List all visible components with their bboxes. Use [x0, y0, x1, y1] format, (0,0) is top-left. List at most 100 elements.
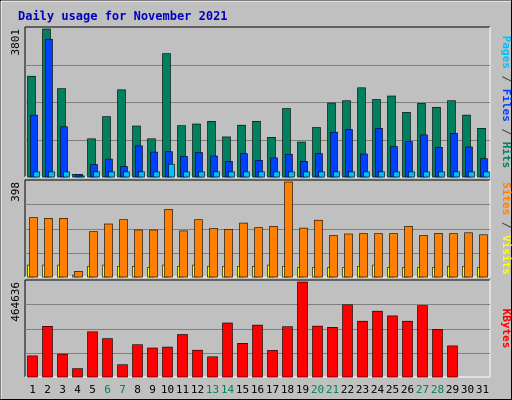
bar-pages — [303, 171, 310, 178]
x-tick-label: 14 — [221, 383, 235, 396]
bar-sites — [419, 235, 428, 278]
x-tick-label: 15 — [236, 383, 249, 396]
bar-sites — [389, 233, 398, 278]
bar-sites — [224, 229, 233, 278]
x-tick-label: 4 — [74, 383, 81, 396]
x-tick-label: 12 — [191, 383, 204, 396]
bar-pages — [273, 171, 280, 178]
bar-pages — [108, 171, 115, 178]
bar-hits — [117, 89, 126, 178]
bar-kbytes — [132, 344, 143, 378]
series-axis-label-part: / — [500, 69, 512, 89]
bar-pages — [258, 171, 265, 178]
bar-pages — [318, 171, 325, 178]
bar-pages — [93, 171, 100, 178]
x-tick-label: 6 — [104, 383, 111, 396]
bar-sites — [434, 233, 443, 278]
bar-kbytes — [447, 345, 458, 378]
bar-kbytes — [42, 325, 53, 378]
x-tick-label: 27 — [416, 383, 429, 396]
bar-sites — [134, 229, 143, 278]
bar-kbytes — [57, 353, 68, 378]
x-tick-label: 10 — [161, 383, 174, 396]
bar-pages — [153, 171, 160, 178]
bar-sites — [89, 231, 98, 278]
bar-sites — [344, 233, 353, 278]
x-tick-label: 13 — [206, 383, 219, 396]
series-files — [30, 38, 488, 178]
bar-files — [30, 114, 38, 178]
bar-pages — [123, 171, 130, 178]
bar-kbytes — [117, 364, 128, 378]
bar-files — [60, 126, 68, 178]
bar-files — [375, 128, 383, 178]
bar-pages — [423, 171, 430, 178]
series-sites — [29, 181, 488, 278]
bar-pages — [393, 171, 400, 178]
bar-kbytes — [72, 368, 83, 378]
bar-files — [420, 134, 428, 178]
x-tick-label: 22 — [341, 383, 354, 396]
x-tick-label: 16 — [251, 383, 264, 396]
x-tick-label: 5 — [89, 383, 96, 396]
bar-pages — [183, 171, 190, 178]
x-tick-label: 30 — [461, 383, 474, 396]
bar-pages — [78, 175, 85, 178]
x-axis: 1 2 3 4 5 6 7 8 9 10 11 12 13 14 15 16 17 18 19 20 21 22 23 24 2… — [29, 383, 489, 396]
bar-sites — [149, 229, 158, 278]
x-tick-label: 23 — [356, 383, 369, 396]
bar-pages — [408, 171, 415, 178]
bar-pages — [363, 171, 370, 178]
series-axis-label-part: Files — [500, 89, 512, 122]
bar-sites — [464, 232, 473, 278]
series-axis-label-part: Sites — [500, 182, 512, 215]
bar-pages — [333, 171, 340, 178]
panel-3: 464636 KBytes — [9, 279, 512, 378]
x-tick-label: 26 — [401, 383, 414, 396]
bar-kbytes — [237, 342, 248, 378]
bar-kbytes — [357, 320, 368, 378]
series-axis-label: Sites / Visits — [500, 182, 512, 275]
series-kbytes — [27, 281, 458, 378]
bar-files — [330, 131, 338, 178]
y-max-label: 3801 — [9, 29, 22, 56]
bar-sites — [29, 217, 38, 278]
bar-kbytes — [297, 281, 308, 378]
bar-sites — [284, 181, 293, 278]
panel-1: 3801 Pages / Files / Hits — [9, 26, 512, 178]
bar-sites — [359, 233, 368, 278]
bar-kbytes — [162, 346, 173, 378]
series-axis-label: Pages / Files / Hits — [500, 36, 512, 169]
bar-sites — [269, 226, 278, 278]
bar-sites — [179, 230, 188, 278]
bar-kbytes — [252, 324, 263, 378]
bar-kbytes — [327, 326, 338, 378]
bar-sites — [404, 226, 413, 278]
bar-pages — [228, 171, 235, 178]
series-axis-label-part: Pages — [500, 36, 512, 69]
bar-pages — [138, 171, 145, 178]
panels: 3801 Pages / Files / Hits 398 Sites / Visit… — [9, 26, 512, 378]
x-tick-label: 2 — [44, 383, 51, 396]
x-tick-label: 29 — [446, 383, 459, 396]
x-tick-label: 21 — [326, 383, 339, 396]
series-axis-label-part: Visits — [500, 235, 512, 275]
bar-kbytes — [417, 305, 428, 378]
panel-2: 398 Sites / Visits — [9, 179, 512, 278]
bar-sites — [254, 227, 263, 278]
bar-kbytes — [342, 304, 353, 378]
series-axis-label-part: Hits — [500, 142, 512, 169]
bar-pages — [483, 171, 490, 178]
x-tick-label: 28 — [431, 383, 444, 396]
bar-pages — [198, 171, 205, 178]
x-tick-label: 17 — [266, 383, 279, 396]
bar-kbytes — [312, 325, 323, 378]
y-max-label: 398 — [9, 182, 22, 202]
bar-files — [450, 133, 458, 178]
bar-pages — [63, 171, 70, 178]
bar-sites — [104, 223, 113, 278]
bar-files — [345, 129, 353, 178]
x-tick-label: 9 — [149, 383, 156, 396]
bar-pages — [348, 171, 355, 178]
